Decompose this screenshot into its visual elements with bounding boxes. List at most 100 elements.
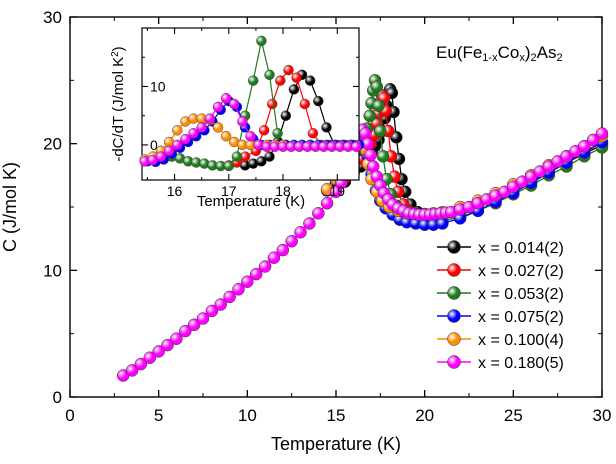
legend-item-x-0-014-2: x = 0.014(2) <box>437 240 564 257</box>
legend-item-x-0-180-5: x = 0.180(5) <box>437 355 564 372</box>
legend-item-x-0-027-2: x = 0.027(2) <box>437 263 564 280</box>
data-point <box>363 109 376 123</box>
data-point <box>214 298 227 311</box>
inset-data-point <box>163 145 175 157</box>
legend-label: x = 0.027(2) <box>478 263 564 280</box>
legend-label: x = 0.014(2) <box>478 240 564 257</box>
inset-data-point <box>223 160 235 172</box>
data-point <box>578 139 591 153</box>
inset-series-group <box>139 35 365 172</box>
data-point <box>134 357 148 371</box>
inset-data-point <box>220 130 232 142</box>
inset-data-point <box>212 122 224 133</box>
inset-y-axis-label: -dC/dT (J/mol K2) <box>110 46 127 161</box>
data-point <box>232 283 245 296</box>
data-point <box>179 324 192 338</box>
legend-marker <box>447 240 461 254</box>
data-point <box>294 226 307 239</box>
series-x-0-180-5 <box>116 123 609 382</box>
x-tick-label: 0 <box>65 406 74 425</box>
inset-data-point <box>172 125 183 136</box>
main-plot: 0 5 10 15 20 25 30 0 10 20 30 Temperature (K) C (J… <box>0 8 611 454</box>
main-y-axis-label: C (J/mol K) <box>0 162 20 252</box>
inset-data-point <box>172 139 183 151</box>
inset-data-point <box>321 122 332 133</box>
legend: x = 0.014(2) x = 0.027(2) x = 0.053(2) x = … <box>437 240 564 372</box>
inset-x-tick-label: 18 <box>275 183 291 199</box>
inset-data-point <box>228 98 240 110</box>
x-tick-label: 15 <box>327 406 346 425</box>
x-tick-label: 10 <box>238 406 257 425</box>
inset-data-point <box>258 125 270 136</box>
data-point <box>258 260 272 273</box>
inset-data-point <box>231 151 243 162</box>
inset-data-point <box>351 141 362 152</box>
main-axis-ticks: 0 5 10 15 20 25 30 0 10 20 30 <box>43 8 611 425</box>
data-point <box>376 150 390 163</box>
inset-data-point <box>256 156 267 167</box>
y-tick-label: 30 <box>43 8 62 27</box>
data-point <box>267 251 281 264</box>
data-point <box>249 267 263 281</box>
data-point <box>370 80 384 93</box>
inset-data-point <box>299 98 310 110</box>
inset-data-point <box>313 95 324 107</box>
inset-y-tick-label: 10 <box>150 78 166 94</box>
inset-x-tick-label: 19 <box>330 183 346 199</box>
inset-x-axis-label: Temperature (K) <box>197 193 305 210</box>
inset-data-point <box>245 130 256 142</box>
inset-data-point <box>275 75 286 86</box>
inset-data-point <box>272 127 283 139</box>
inset-data-point <box>280 110 291 121</box>
legend-label: x = 0.053(2) <box>478 286 564 303</box>
inset-data-point <box>305 75 316 86</box>
inset-data-point <box>180 133 191 145</box>
inset-data-point <box>212 101 224 113</box>
x-tick-label: 20 <box>415 406 434 425</box>
inset-series-x-0-180-5 <box>139 92 362 167</box>
inset-data-point <box>204 113 216 124</box>
inset-data-point <box>307 127 319 139</box>
legend-marker <box>447 332 461 346</box>
legend-marker <box>447 263 461 277</box>
inset-data-point <box>291 72 302 83</box>
inset-data-point <box>264 151 275 162</box>
legend-marker <box>447 309 461 323</box>
inset-data-point <box>196 122 207 133</box>
data-point <box>372 99 385 112</box>
legend-marker <box>447 355 461 369</box>
legend-item-x-0-100-4: x = 0.100(4) <box>437 332 564 349</box>
legend-item-x-0-053-2: x = 0.053(2) <box>437 286 564 303</box>
data-point <box>320 196 334 210</box>
data-point <box>196 312 210 325</box>
inset-plot: 16 17 18 19 0 10 Temperature (K) -dC/dT (J/mo… <box>110 27 365 210</box>
legend-marker <box>447 286 461 300</box>
inset-y-tick-label: 0 <box>150 137 158 153</box>
data-point <box>364 148 377 162</box>
legend-label: x = 0.100(4) <box>478 332 564 349</box>
data-point <box>125 364 139 377</box>
data-point <box>312 207 325 220</box>
x-tick-label: 5 <box>154 406 163 425</box>
x-tick-label: 30 <box>593 406 612 425</box>
data-point <box>152 345 165 358</box>
data-point <box>374 124 387 138</box>
inset-data-point <box>256 35 267 47</box>
data-point <box>187 318 201 332</box>
legend-label: x = 0.075(2) <box>478 309 564 326</box>
compound-annotation: Eu(Fe1-xCox)2As2 <box>436 43 563 64</box>
legend-item-x-0-075-2: x = 0.075(2) <box>437 309 564 326</box>
inset-data-point <box>267 98 278 110</box>
inset-data-point <box>188 127 199 139</box>
inset-x-tick-label: 16 <box>167 183 183 199</box>
inset-x-tick-label: 17 <box>221 183 237 199</box>
data-point <box>586 133 600 147</box>
data-point <box>595 127 609 140</box>
inset-data-point <box>288 84 300 95</box>
inset-data-point <box>155 151 167 162</box>
data-point <box>223 290 236 304</box>
inset-data-point <box>264 69 275 81</box>
x-tick-label: 25 <box>504 406 523 425</box>
data-point <box>285 234 298 248</box>
